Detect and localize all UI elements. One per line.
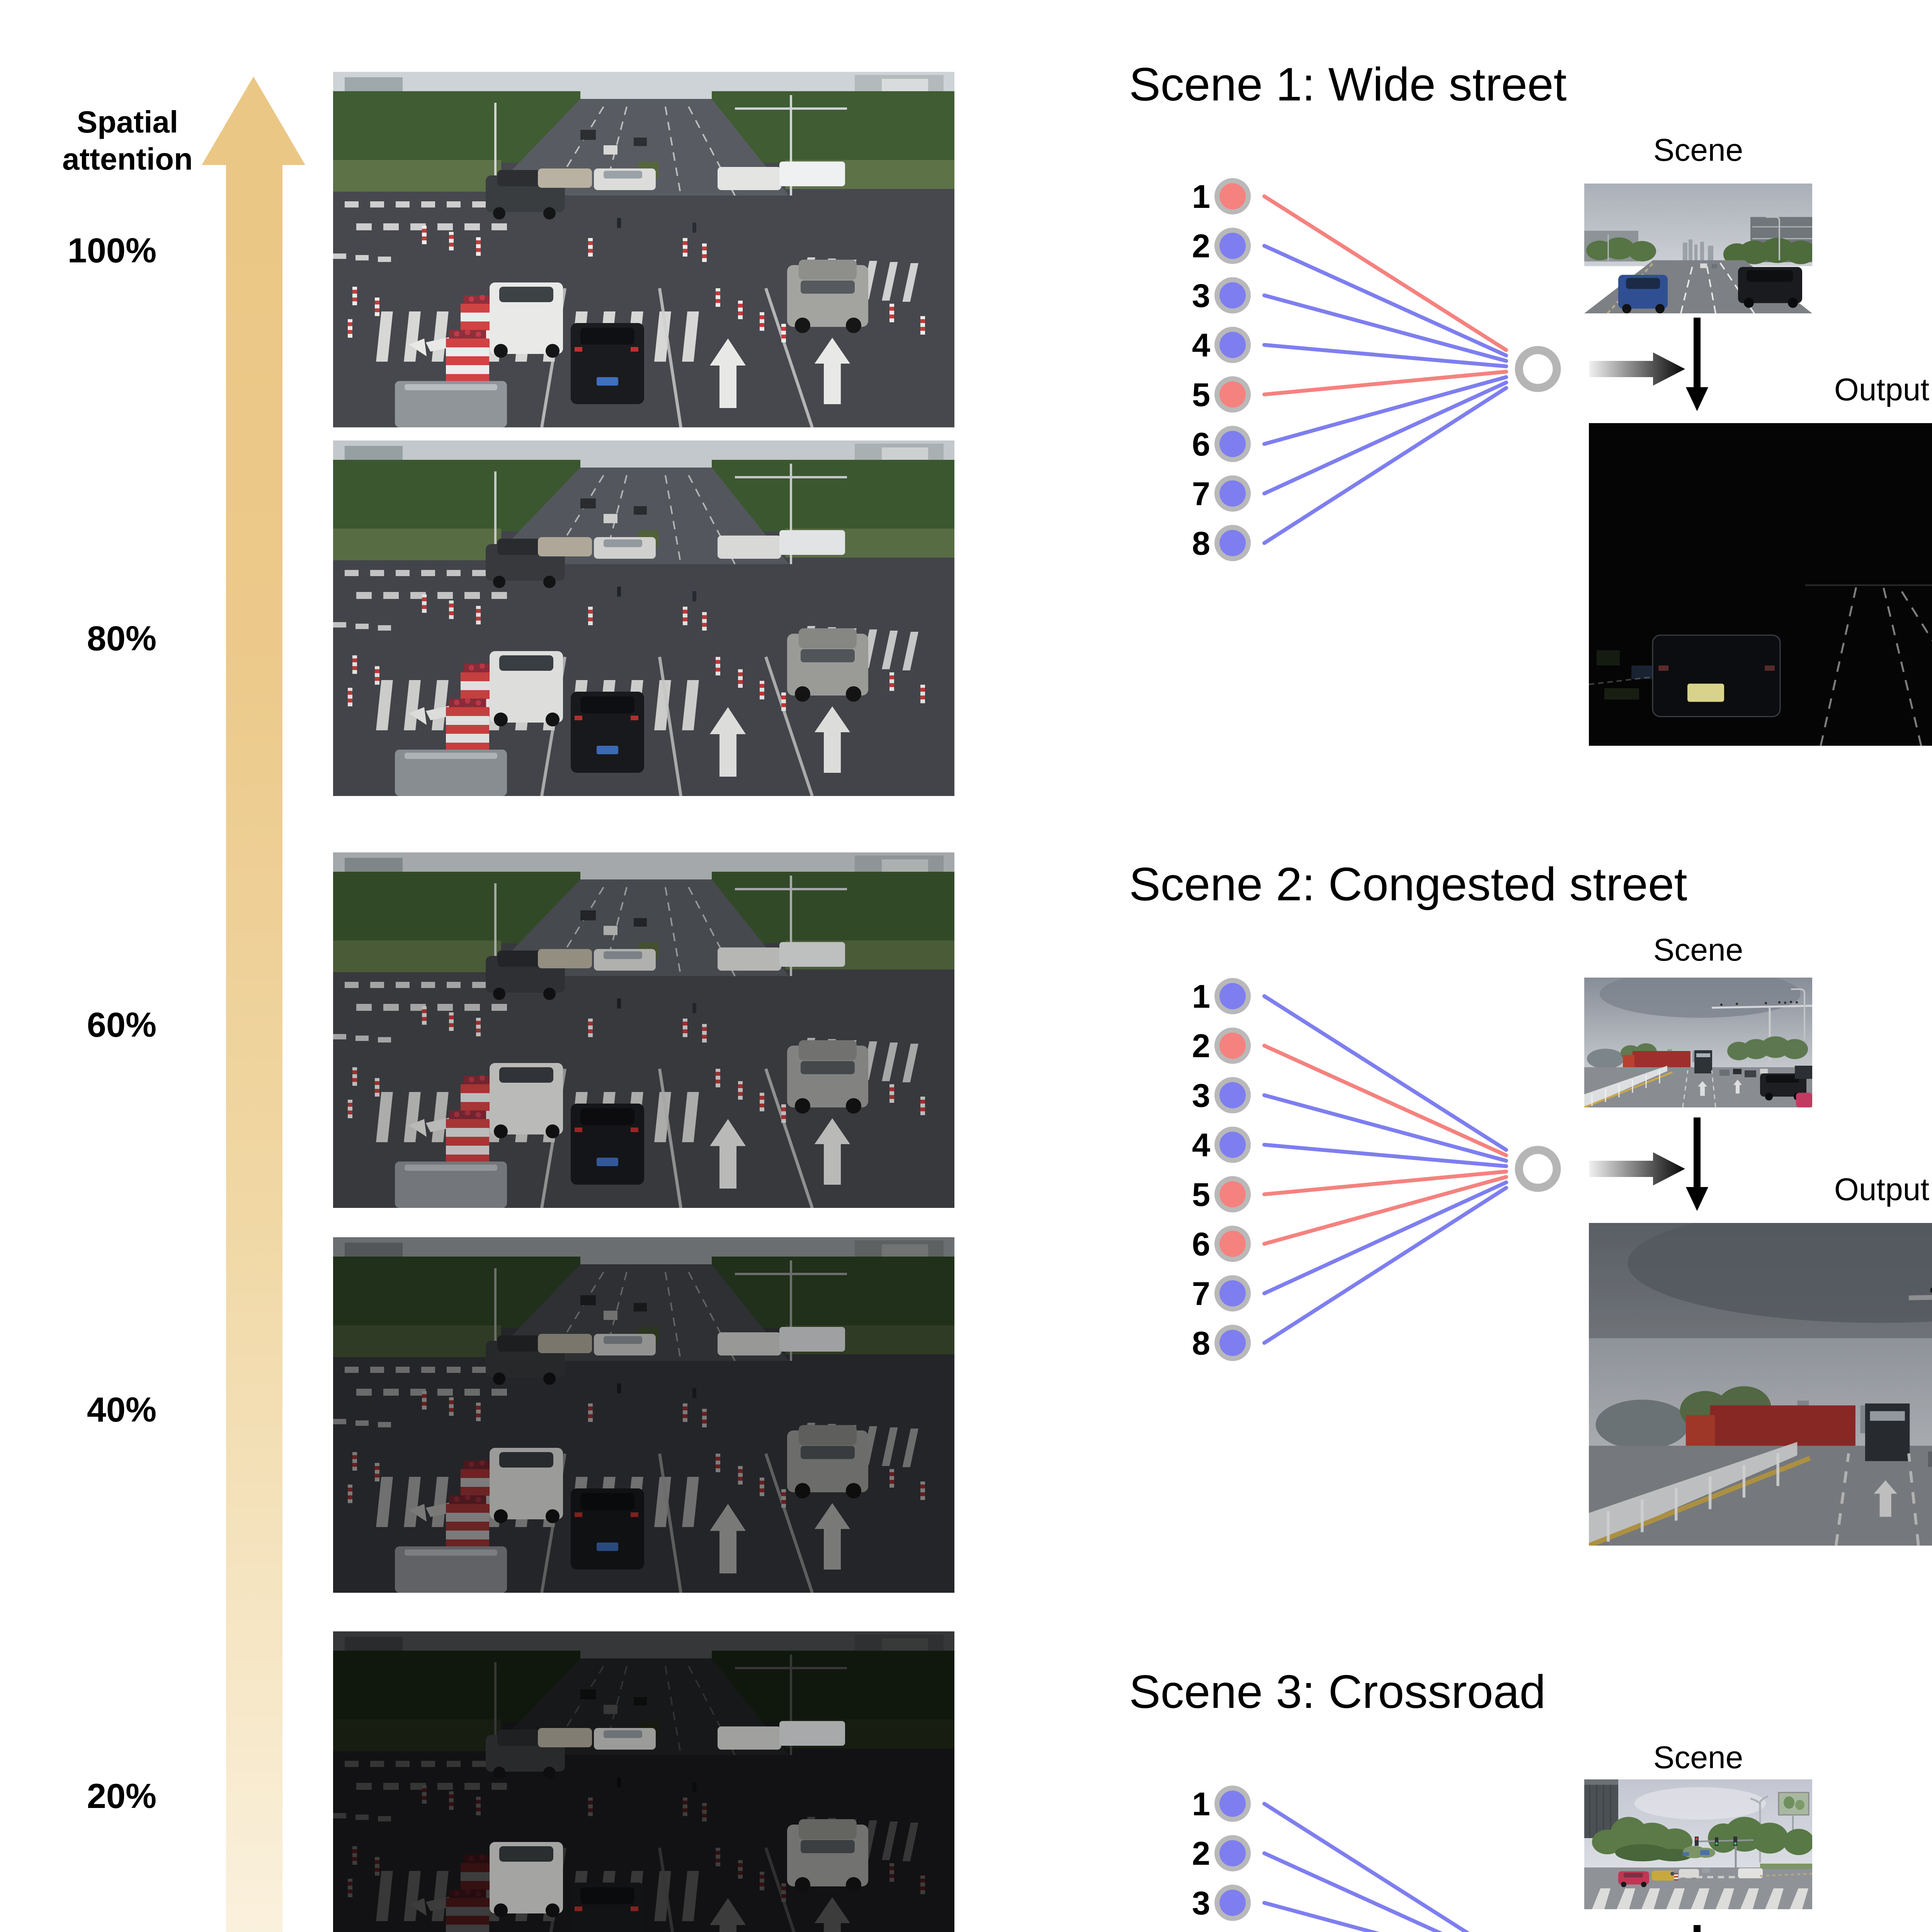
scene-2-title: Scene 2: Congested street [1129,858,1687,910]
down-arrow-head-icon [1686,387,1708,411]
input-node-label: 3 [1192,277,1210,314]
scene-2-output-caption: Output [1834,1172,1930,1207]
attention-arrow-icon [202,77,305,165]
input-node-label: 4 [1192,1127,1210,1164]
input-node-label: 8 [1192,525,1210,562]
input-node-label: 2 [1192,228,1210,265]
percent-label-60: 60% [87,1006,156,1044]
percent-label-80: 80% [87,619,156,658]
scene-1-node-diagram: 1 2 3 4 5 6 7 8 [1192,178,1685,562]
scene-1-thumbnail [1584,184,1812,313]
attention-image-60 [333,852,954,1208]
percent-label-40: 40% [87,1391,156,1429]
input-node-label: 8 [1192,1325,1210,1362]
scene-block-2: Scene 2: Congested street 1 2 3 4 5 6 7 8 Scene… [1113,846,1932,1646]
input-node-label: 4 [1192,327,1210,364]
input-node-label: 6 [1192,1226,1210,1263]
spatial-attention-axis-label: Spatial attention [62,105,193,176]
flow-arrow-icon [1589,352,1685,386]
percent-label-100: 100% [67,231,156,270]
input-node-label: 5 [1192,1177,1210,1213]
input-node-label: 1 [1192,978,1210,1015]
scene-1-scene-caption: Scene [1653,133,1743,168]
scene-block-1: Scene 1: Wide street 1 2 3 4 5 6 7 8 Scene Outp… [1113,46,1932,846]
input-node-label: 7 [1192,476,1210,512]
attention-image-40 [333,1237,954,1593]
scene-2-node-diagram: 1 2 3 4 5 6 7 8 [1192,978,1685,1362]
attention-arrow-gradient [226,162,282,1932]
aggregate-node-icon [1515,1146,1561,1192]
flow-arrow-icon [1589,1152,1685,1185]
scene-3-thumbnail [1584,1779,1812,1909]
input-node-label: 3 [1192,1885,1210,1922]
input-node-label: 1 [1192,1786,1210,1823]
input-node-label: 3 [1192,1077,1210,1114]
input-node-label: 1 [1192,179,1210,215]
scene-2-output-image [1589,1223,1932,1546]
input-node-label: 6 [1192,426,1210,463]
scene-2-scene-caption: Scene [1653,932,1743,968]
scene-3-title: Scene 3: Crossroad [1129,1665,1546,1718]
down-arrow-icon [1694,1925,1701,1932]
scene-2-thumbnail [1584,978,1812,1107]
input-node-label: 2 [1192,1835,1210,1872]
percent-label-20: 20% [87,1777,156,1816]
input-node-label: 5 [1192,377,1210,413]
aggregate-node-icon [1515,346,1561,392]
input-node-label: 2 [1192,1028,1210,1065]
scene-1-output-image [1589,423,1932,746]
input-node-label: 7 [1192,1276,1210,1312]
down-arrow-icon [1694,1117,1701,1187]
down-arrow-icon [1694,318,1701,387]
scene-1-output-caption: Output [1834,372,1930,407]
attention-image-80 [333,440,954,796]
scene-3-scene-caption: Scene [1653,1740,1743,1775]
scene-1-title: Scene 1: Wide street [1129,58,1567,111]
attention-image-100 [333,72,954,427]
down-arrow-head-icon [1686,1187,1708,1211]
attention-image-20 [333,1631,954,1932]
